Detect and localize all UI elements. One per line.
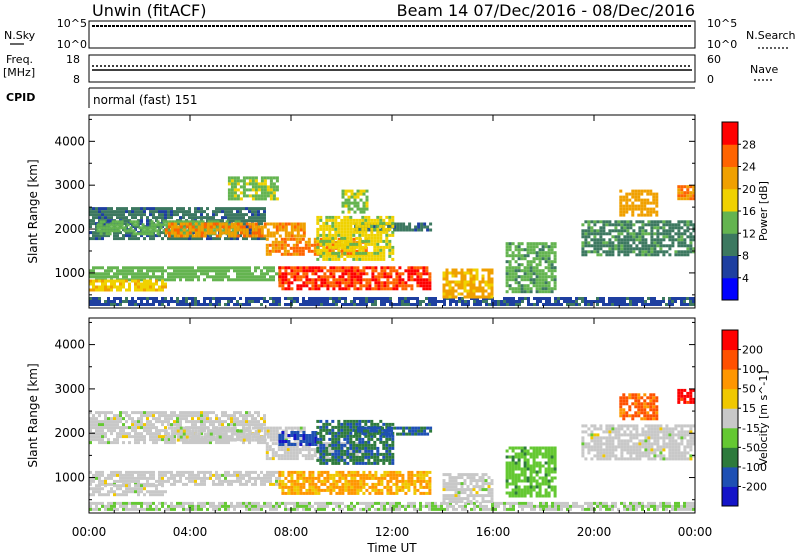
cpid-panel: CPID normal (fast) 151	[6, 87, 695, 108]
x-tick-label: 16:00	[476, 525, 511, 539]
colorbar-tick: 15	[742, 402, 756, 415]
colorbar-tick: 12	[742, 227, 756, 240]
heatmap-band-11	[505, 446, 557, 498]
x-axis-label: Time UT	[366, 541, 417, 554]
colorbar-tick: 28	[742, 138, 756, 151]
heatmap-band-3	[278, 431, 318, 446]
nave-label: Nave	[750, 63, 778, 76]
nave-tick-bottom: 0	[707, 73, 714, 86]
colorbar-tick: 50	[742, 383, 756, 396]
freq-label: Freq.	[6, 53, 33, 66]
colorbar-tick: -100	[742, 461, 767, 474]
title-right: Beam 14 07/Dec/2016 - 08/Dec/2016	[397, 1, 695, 20]
heatmap-band-7	[278, 266, 432, 291]
velocity-panel: 1000 2000 3000 4000 Slant Range [km] 200 100 50…	[26, 317, 770, 514]
nsky-panel: 10^5 10^0 10^5 10^0 N.Sky N.Search	[4, 17, 796, 51]
nsky-right-tick-top: 10^5	[707, 17, 737, 30]
heatmap-band-9	[89, 501, 695, 511]
title-left: Unwin (fitACF)	[92, 1, 206, 20]
y-tick-label: 4000	[54, 134, 85, 148]
y-tick-label: 3000	[54, 382, 85, 396]
colorbar-tick: 20	[742, 183, 756, 196]
colorbar-tick: -15	[742, 422, 760, 435]
freq-tick-bottom: 8	[73, 73, 80, 86]
colorbar-power: 4 8 12 16 20 24 28 Power [dB]	[721, 121, 770, 301]
y-tick-label: 1000	[54, 471, 85, 485]
heatmap-band-6	[89, 470, 281, 486]
nsky-tick-bottom: 10^0	[57, 38, 87, 51]
heatmap-band-1	[164, 426, 306, 442]
x-tick-label: 20:00	[577, 525, 612, 539]
colorbar-tick: -200	[742, 480, 767, 493]
y-tick-label: 2000	[54, 222, 85, 236]
heatmap-band-5	[354, 426, 433, 436]
x-tick-label: 00:00	[72, 525, 107, 539]
heatmap-band-16	[677, 185, 696, 201]
heatmap-band-8	[278, 470, 432, 495]
y-tick-label: 2000	[54, 426, 85, 440]
heatmap-band-11	[581, 220, 696, 257]
x-axis: 00:00 04:00 08:00 12:00 16:00 20:00 00:00	[72, 525, 713, 539]
freq-tick-top: 18	[66, 53, 80, 66]
nsky-right-tick-bottom: 10^0	[707, 38, 737, 51]
power-panel: 1000 2000 3000 4000 Slant Range [km] 4 8 12 16 20…	[26, 114, 770, 309]
colorbar-tick: 4	[742, 272, 749, 285]
x-tick-label: 00:00	[678, 525, 713, 539]
heatmap-band-10	[442, 473, 494, 504]
colorbar-tick: 24	[742, 161, 756, 174]
colorbar-tick: 200	[742, 344, 763, 357]
colorbar-tick: -50	[742, 441, 760, 454]
heatmap-band-2	[164, 222, 306, 238]
heatmap-band-5	[89, 266, 281, 282]
nave-tick-top: 60	[707, 53, 721, 66]
heatmap-band-15	[341, 189, 369, 214]
heatmap-band-6	[89, 279, 167, 292]
heatmap-band-10	[505, 242, 557, 294]
heatmap-band-14	[677, 388, 696, 404]
y-tick-label: 3000	[54, 178, 85, 192]
heatmap-band-13	[619, 393, 659, 421]
cpid-value: normal (fast) 151	[93, 93, 197, 107]
heatmap-band-14	[316, 215, 395, 261]
colorbar-tick: 8	[742, 250, 749, 263]
heatmap-band-12	[619, 189, 659, 217]
cpid-label: CPID	[6, 91, 35, 104]
nsky-label: N.Sky	[4, 29, 36, 42]
freq-panel: 18 8 60 0 Freq. [MHz] Nave	[3, 53, 778, 86]
x-tick-label: 08:00	[274, 525, 309, 539]
colorbar-tick: 16	[742, 205, 756, 218]
colorbar-label: Velocity [m s^-1]	[757, 370, 770, 465]
nsearch-label: N.Search	[746, 29, 796, 42]
colorbar-tick: 100	[742, 363, 763, 376]
heatmap-band-4	[316, 419, 395, 465]
y-tick-label: 1000	[54, 266, 85, 280]
x-tick-label: 04:00	[173, 525, 208, 539]
heatmap-band-9	[442, 268, 494, 299]
y-tick-label: 4000	[54, 338, 85, 352]
heatmap-band-7	[89, 484, 167, 497]
y-axis-label: Slant Range [km]	[26, 363, 40, 467]
colorbar-label: Power [dB]	[757, 181, 770, 241]
freq-unit: [MHz]	[3, 66, 35, 79]
nsky-tick-top: 10^5	[57, 17, 87, 30]
heatmap-band-12	[581, 424, 696, 461]
x-tick-label: 12:00	[375, 525, 410, 539]
heatmap-band-13	[227, 176, 279, 201]
colorbar-velocity: 200 100 50 15 -15 -50 -100 -200 Velocity [m s^-1…	[721, 329, 770, 507]
y-axis-label: Slant Range [km]	[26, 159, 40, 263]
